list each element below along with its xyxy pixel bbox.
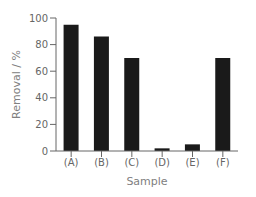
svg-text:(C): (C) xyxy=(124,157,139,168)
svg-text:(B): (B) xyxy=(94,157,109,168)
svg-text:Sample: Sample xyxy=(126,175,167,188)
svg-text:0: 0 xyxy=(42,146,48,157)
svg-text:Removal / %: Removal / % xyxy=(10,50,23,119)
svg-text:(F): (F) xyxy=(216,157,230,168)
svg-text:100: 100 xyxy=(29,13,48,24)
svg-text:(E): (E) xyxy=(185,157,199,168)
svg-text:20: 20 xyxy=(35,119,48,130)
svg-text:(D): (D) xyxy=(154,157,170,168)
svg-text:40: 40 xyxy=(35,92,48,103)
svg-text:60: 60 xyxy=(35,66,48,77)
svg-text:(A): (A) xyxy=(64,157,79,168)
svg-text:80: 80 xyxy=(35,39,48,50)
